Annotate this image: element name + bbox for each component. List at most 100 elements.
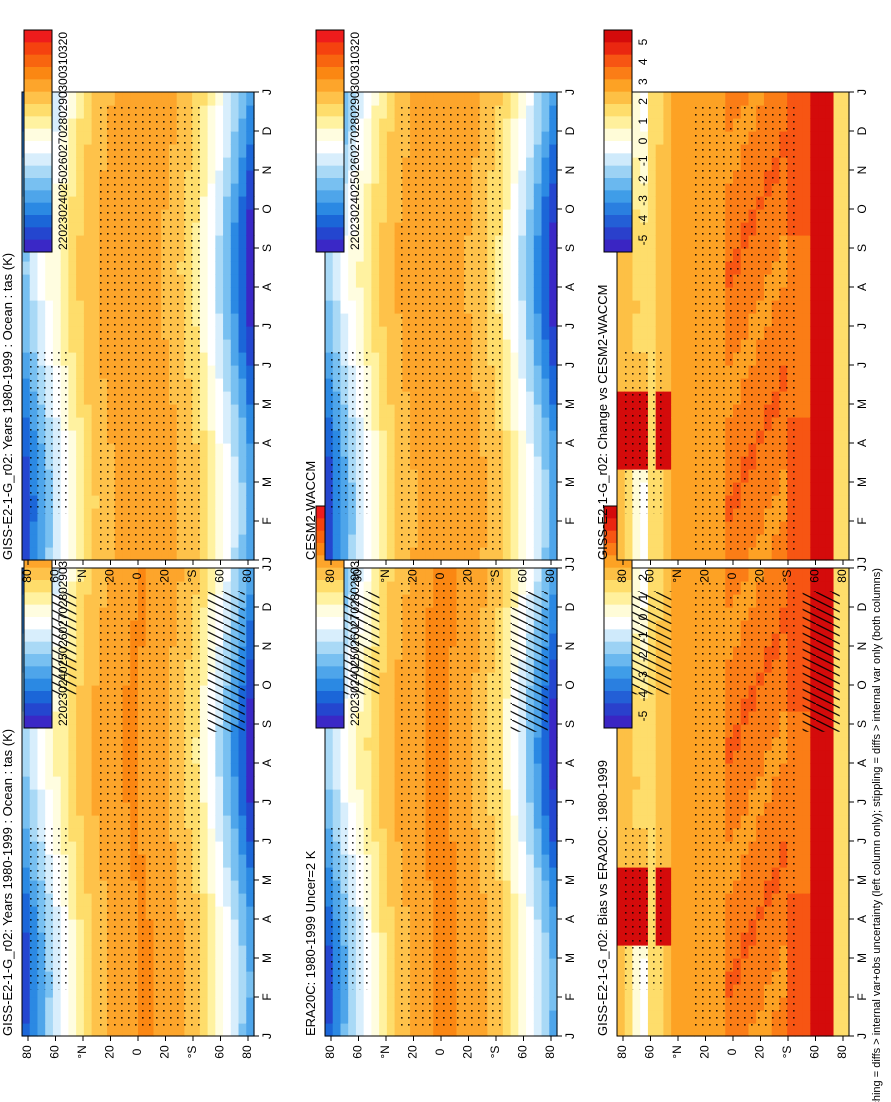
- heatmap-cell: [355, 534, 365, 548]
- heatmap-cell: [526, 352, 535, 366]
- heatmap-cell: [325, 1010, 334, 1024]
- heatmap-cell: [526, 482, 535, 496]
- heatmap-cell: [325, 1023, 334, 1037]
- heatmap-cell: [340, 92, 349, 106]
- heatmap-cell: [617, 997, 626, 1011]
- heatmap-cell: [207, 880, 216, 894]
- heatmap-cell: [410, 92, 419, 106]
- heatmap-cell: [502, 867, 512, 881]
- heatmap-cell: [502, 828, 512, 842]
- heatmap-cell: [518, 482, 527, 496]
- heatmap-cell: [655, 763, 664, 777]
- heatmap-cell: [549, 417, 558, 431]
- heatmap-cell: [223, 802, 232, 816]
- heatmap-cell: [510, 1023, 519, 1037]
- heatmap-cell: [549, 919, 558, 933]
- heatmap-cell: [91, 196, 100, 210]
- heatmap-cell: [138, 1023, 147, 1037]
- colorbar-swatch: [316, 67, 344, 80]
- heatmap-cell: [663, 776, 672, 790]
- heatmap-cell: [91, 594, 100, 608]
- heatmap-cell: [510, 828, 519, 842]
- heatmap-cell: [549, 170, 558, 184]
- month-tick-label: S: [563, 244, 577, 252]
- heatmap-cell: [526, 339, 535, 353]
- heatmap-cell: [363, 737, 372, 751]
- heatmap-cell: [386, 802, 396, 816]
- heatmap-cell: [363, 300, 372, 314]
- heatmap-cell: [686, 971, 695, 985]
- heatmap-cell: [348, 521, 357, 535]
- heatmap-cell: [502, 443, 512, 457]
- heatmap-cell: [348, 131, 357, 145]
- heatmap-cell: [76, 763, 85, 777]
- heatmap-cell: [246, 456, 255, 470]
- heatmap-cell: [549, 867, 558, 881]
- heatmap-cell: [671, 906, 680, 920]
- heatmap-cell: [199, 997, 209, 1011]
- heatmap-cell: [238, 971, 247, 985]
- lat-tick-label: 0: [433, 1048, 447, 1055]
- heatmap-cell: [246, 1023, 255, 1037]
- heatmap-cell: [363, 248, 372, 262]
- heatmap-cell: [199, 1023, 209, 1037]
- lat-tick-label: 80: [240, 1045, 254, 1059]
- heatmap-cell: [663, 711, 672, 725]
- heatmap-cell: [76, 1010, 85, 1024]
- heatmap-cell: [246, 248, 255, 262]
- panel-title: GISS-E2-1-G_r02: Years 1980-1999 : Ocean…: [0, 729, 15, 1036]
- heatmap-cell: [617, 763, 626, 777]
- heatmap-cell: [246, 209, 255, 223]
- heatmap-cell: [632, 581, 641, 595]
- heatmap-cell: [223, 92, 232, 106]
- heatmap-cell: [230, 750, 240, 764]
- heatmap-cell: [533, 508, 543, 522]
- heatmap-cell: [83, 659, 93, 673]
- heatmap-cell: [215, 932, 224, 946]
- heatmap-cell: [68, 698, 77, 712]
- heatmap-cell: [199, 183, 209, 197]
- heatmap-cell: [510, 750, 519, 764]
- heatmap-cell: [526, 443, 535, 457]
- colorbar-swatch: [24, 215, 52, 228]
- heatmap-cell: [502, 594, 512, 608]
- heatmap-cell: [238, 568, 247, 582]
- heatmap-cell: [394, 594, 403, 608]
- heatmap-cell: [215, 105, 224, 119]
- colorbar-swatch: [316, 691, 344, 704]
- colorbar-swatch: [316, 42, 344, 56]
- heatmap-cell: [549, 378, 558, 392]
- heatmap-cell: [502, 196, 512, 210]
- heatmap-cell: [526, 118, 535, 132]
- month-tick-label: J: [260, 323, 274, 329]
- heatmap-cell: [215, 313, 224, 327]
- heatmap-cell: [417, 547, 427, 561]
- heatmap-cell: [230, 763, 240, 777]
- heatmap-cell: [533, 984, 543, 998]
- heatmap-cell: [199, 1010, 209, 1024]
- colorbar-swatch: [316, 128, 344, 142]
- colorbar-swatch: [316, 654, 344, 667]
- month-tick-label: J: [563, 1033, 577, 1039]
- heatmap-cell: [632, 568, 641, 582]
- heatmap-cell: [246, 391, 255, 405]
- heatmap-cell: [686, 776, 695, 790]
- heatmap-cell: [29, 1010, 39, 1024]
- heatmap-cell: [29, 815, 39, 829]
- heatmap-cell: [541, 430, 550, 444]
- heatmap-cell: [91, 867, 100, 881]
- heatmap-cell: [91, 711, 100, 725]
- heatmap-cell: [510, 404, 519, 418]
- heatmap-cell: [45, 984, 54, 998]
- heatmap-cell: [168, 568, 178, 582]
- colorbar-swatch: [316, 641, 344, 655]
- heatmap-cell: [510, 547, 519, 561]
- heatmap-cell: [541, 763, 550, 777]
- heatmap-cell: [60, 815, 69, 829]
- heatmap-cell: [230, 248, 240, 262]
- heatmap-cell: [541, 750, 550, 764]
- heatmap-cell: [52, 984, 62, 998]
- heatmap-cell: [37, 274, 46, 288]
- heatmap-cell: [671, 802, 680, 816]
- heatmap-cell: [83, 1010, 93, 1024]
